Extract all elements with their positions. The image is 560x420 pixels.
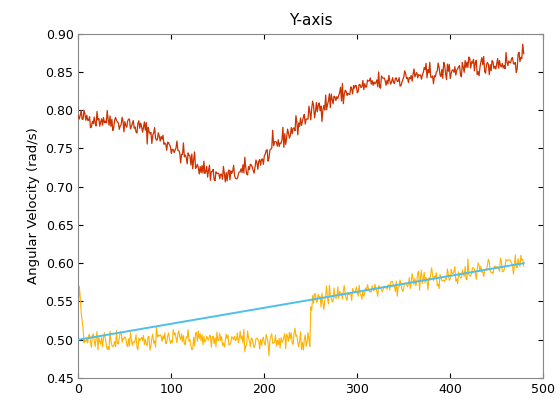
Y-axis label: Angular Velocity (rad/s): Angular Velocity (rad/s) [27,127,40,284]
Title: Y-axis: Y-axis [289,13,333,28]
